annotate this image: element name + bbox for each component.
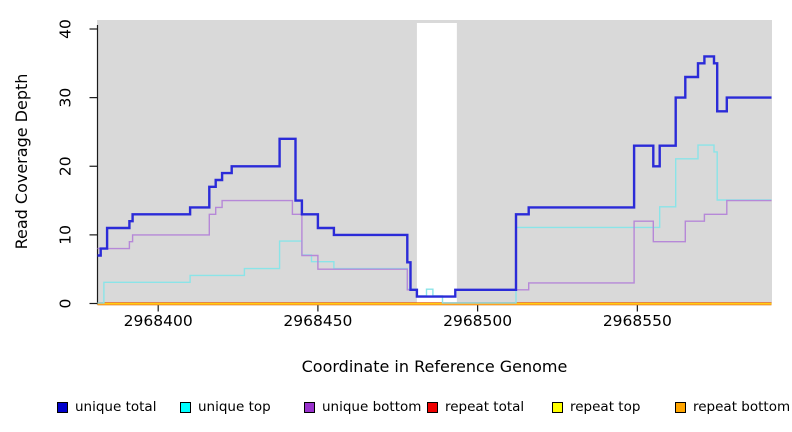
- legend-label: repeat total: [445, 399, 525, 415]
- legend-item-repeat-total: repeat total: [427, 398, 524, 416]
- legend-label: repeat top: [570, 399, 641, 415]
- x-tick-label: 2968500: [443, 312, 512, 330]
- legend-swatch: [180, 401, 191, 413]
- x-tick-label: 2968400: [124, 312, 193, 330]
- legend-label: repeat bottom: [693, 399, 791, 415]
- y-tick-label: 0: [57, 299, 75, 309]
- no-coverage-gap: [416, 23, 457, 303]
- x-axis-title: Coordinate in Reference Genome: [302, 357, 568, 376]
- series-unique-total: [97, 55, 772, 298]
- y-tick-label: 20: [57, 156, 75, 176]
- y-axis-title: Read Coverage Depth: [12, 74, 31, 250]
- legend-item-unique-total: unique total: [57, 398, 156, 416]
- y-tick-label: 10: [57, 225, 75, 245]
- legend-swatch: [427, 401, 438, 413]
- legend-item-repeat-bottom: repeat bottom: [675, 398, 790, 416]
- y-tick-label: 30: [57, 88, 75, 108]
- series-unique-bottom: [97, 199, 772, 298]
- legend-swatch: [552, 401, 563, 413]
- legend-item-repeat-top: repeat top: [552, 398, 640, 416]
- legend-label: unique bottom: [322, 399, 422, 415]
- legend-swatch: [675, 401, 686, 413]
- legend-swatch: [57, 401, 68, 413]
- y-tick-label: 40: [57, 19, 75, 39]
- legend-item-unique-top: unique top: [180, 398, 271, 416]
- legend-swatch: [304, 401, 315, 413]
- legend-label: unique top: [198, 399, 271, 415]
- legend-label: unique total: [75, 399, 157, 415]
- x-tick-label: 2968450: [283, 312, 352, 330]
- x-tick-label: 2968550: [603, 312, 672, 330]
- legend: unique total unique top unique bottom repea…: [0, 398, 792, 420]
- legend-item-unique-bottom: unique bottom: [304, 398, 421, 416]
